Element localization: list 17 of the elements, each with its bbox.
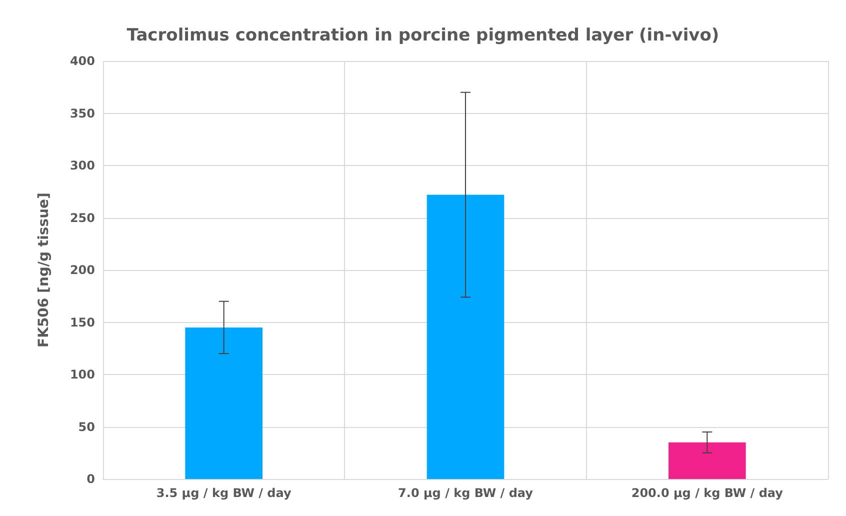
y-tick-label: 150 — [70, 315, 95, 330]
x-tick-label: 200.0 µg / kg BW / day — [631, 486, 784, 500]
bar — [668, 442, 746, 479]
y-tick-label: 50 — [78, 420, 95, 434]
y-tick-label: 100 — [70, 368, 95, 382]
bar — [426, 194, 504, 479]
bar — [185, 327, 262, 479]
y-axis-title: FK506 [ng/g tissue] — [36, 192, 52, 348]
chart-title: Tacrolimus concentration in porcine pigmented layer (in-vivo) — [126, 26, 720, 46]
x-tick-label: 3.5 µg / kg BW / day — [156, 486, 292, 500]
y-tick-label: 350 — [70, 106, 95, 120]
y-tick-label: 200 — [70, 263, 95, 277]
y-tick-label: 300 — [70, 158, 95, 172]
x-tick-label: 7.0 µg / kg BW / day — [398, 486, 534, 500]
y-tick-label: 0 — [86, 472, 95, 486]
y-tick-label: 250 — [70, 210, 95, 225]
y-tick-label: 400 — [70, 54, 95, 68]
